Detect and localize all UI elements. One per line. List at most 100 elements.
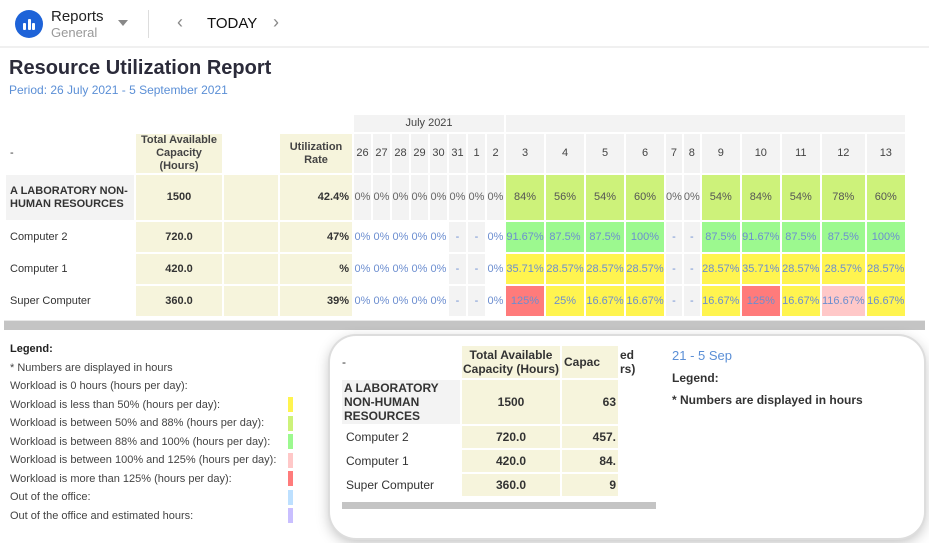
day-header: 29: [411, 134, 428, 173]
day-cell: 60%: [626, 175, 664, 220]
capacity-cell: [224, 254, 278, 284]
top-bar: Reports General ‹ TODAY ›: [0, 0, 929, 48]
day-cell: -: [683, 254, 700, 284]
legend-swatch: [288, 508, 293, 524]
legend-item: Out of the office:: [10, 488, 310, 507]
day-cell: 125%: [506, 286, 544, 316]
day-cell: 0%: [392, 222, 409, 252]
day-cell: 54%: [586, 175, 624, 220]
day-cell: -: [449, 254, 466, 284]
day-cell: 28.57%: [821, 254, 865, 284]
day-cell: 16.67%: [701, 286, 740, 316]
day-header: 31: [449, 134, 466, 173]
day-cell: 28.57%: [626, 254, 664, 284]
table-row: A LABORATORY NON-HUMAN RESOURCES 1500 42.4…: [6, 175, 905, 220]
magnified-cap-value: 84.: [562, 450, 618, 472]
total-capacity-cell: 360.0: [136, 286, 222, 316]
capacity-header: [224, 134, 278, 173]
day-cell: 16.67%: [586, 286, 624, 316]
magnified-group-label: A LABORATORY NON-HUMAN RESOURCES: [342, 380, 460, 424]
day-cell: 0%: [487, 175, 504, 220]
day-cell: 28.57%: [586, 254, 624, 284]
total-capacity-cell: 420.0: [136, 254, 222, 284]
app-title[interactable]: Reports: [51, 8, 104, 25]
chevron-left-icon[interactable]: ‹: [177, 12, 183, 32]
day-cell: -: [683, 286, 700, 316]
day-cell: 91.67%: [741, 222, 780, 252]
day-cell: 28.57%: [701, 254, 740, 284]
day-cell: -: [666, 286, 682, 316]
day-cell: 0%: [487, 222, 504, 252]
month-header-next: [506, 115, 905, 132]
legend-swatch: [288, 397, 293, 413]
resource-label[interactable]: Computer 2: [10, 230, 68, 243]
legend-swatch: [288, 415, 293, 431]
day-cell: 0%: [373, 254, 390, 284]
day-cell: 0%: [354, 175, 371, 220]
capacity-cell: [224, 286, 278, 316]
day-header: 10: [741, 134, 780, 173]
legend-item: Workload is more than 125% (hours per da…: [10, 470, 310, 489]
legend-swatch: [288, 378, 293, 394]
day-cell: 0%: [430, 254, 447, 284]
table-row: Computer 1 420.0% 0% 0% 0% 0% 0% - -0% 35.71% 28.5…: [6, 254, 905, 284]
legend-title: Legend:: [10, 343, 53, 355]
day-cell: 56%: [546, 175, 584, 220]
magnified-capacity-header: Capac: [562, 346, 618, 378]
day-cell: -: [666, 222, 682, 252]
day-cell: 35.71%: [506, 254, 544, 284]
utilization-cell: %: [280, 254, 352, 284]
day-cell: 0%: [487, 254, 504, 284]
resource-label[interactable]: Super Computer: [10, 294, 91, 307]
dropdown-caret-icon[interactable]: [118, 20, 128, 26]
chevron-right-icon[interactable]: ›: [273, 12, 279, 32]
legend-item: Workload is between 50% and 88% (hours p…: [10, 414, 310, 433]
day-cell: -: [468, 254, 485, 284]
app-subtitle[interactable]: General: [51, 25, 98, 40]
magnified-total-value: 420.0: [462, 450, 560, 472]
day-cell: -: [468, 286, 485, 316]
today-button[interactable]: TODAY: [207, 15, 258, 32]
bar-chart-icon[interactable]: [15, 10, 43, 38]
group-label[interactable]: A LABORATORY NON-HUMAN RESOURCES: [6, 175, 134, 220]
magnified-period: 21 - 5 Sep: [672, 348, 732, 363]
horizontal-scrollbar[interactable]: [4, 320, 925, 330]
day-cell: 0%: [468, 175, 485, 220]
day-cell: 0%: [683, 175, 700, 220]
day-cell: 0%: [373, 222, 390, 252]
day-cell: 0%: [411, 222, 428, 252]
capacity-cell: [224, 222, 278, 252]
magnified-legend-title: Legend:: [672, 371, 719, 385]
day-header: 8: [683, 134, 700, 173]
total-capacity-cell: 720.0: [136, 222, 222, 252]
day-header: 28: [392, 134, 409, 173]
day-cell: 0%: [666, 175, 682, 220]
utilization-cell: 42.4%: [280, 175, 352, 220]
day-cell: 116.67%: [821, 286, 865, 316]
day-cell: 0%: [449, 175, 466, 220]
day-header: 7: [666, 134, 682, 173]
total-capacity-header: Total Available Capacity (Hours): [136, 134, 222, 173]
legend-swatch: [288, 489, 293, 505]
day-cell: 87.5%: [586, 222, 624, 252]
day-cell: 0%: [373, 175, 390, 220]
day-header: 11: [781, 134, 820, 173]
legend: Legend: * Numbers are displayed in hours…: [10, 340, 310, 525]
day-cell: 0%: [392, 286, 409, 316]
day-cell: 0%: [354, 286, 371, 316]
day-cell: 125%: [741, 286, 780, 316]
day-cell: -: [449, 222, 466, 252]
legend-item-label: Out of the office:: [10, 491, 91, 503]
magnified-cap-value: 457.: [562, 426, 618, 448]
resource-label[interactable]: Computer 1: [10, 262, 68, 275]
magnified-header-fragments: ed rs): [620, 346, 656, 378]
day-cell: 0%: [411, 254, 428, 284]
legend-item-label: Workload is between 50% and 88% (hours p…: [10, 417, 265, 429]
day-cell: 91.67%: [506, 222, 544, 252]
utilization-table: July 2021 - Total Available Capacity (Hour…: [4, 113, 907, 318]
total-capacity-cell: 1500: [136, 175, 222, 220]
day-header: 5: [586, 134, 624, 173]
day-cell: -: [666, 254, 682, 284]
day-cell: 0%: [392, 254, 409, 284]
magnified-header-fragment: ed: [620, 348, 635, 362]
